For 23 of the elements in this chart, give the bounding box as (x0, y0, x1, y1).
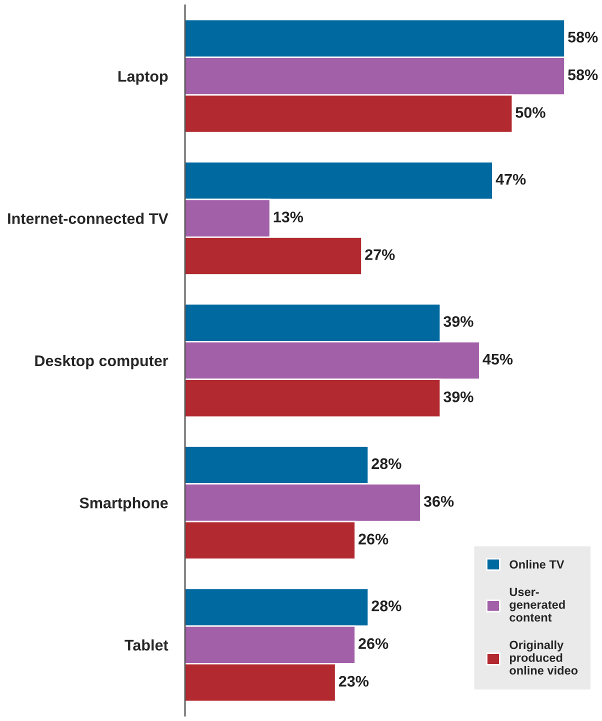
data-label: 27% (365, 249, 395, 260)
data-label: 13% (274, 212, 304, 222)
data-label: 58% (568, 32, 598, 43)
y-tick-label: Laptop (118, 71, 168, 85)
data-label: 45% (482, 354, 513, 365)
legend-label: Online TV (510, 560, 564, 569)
data-label: 58% (568, 69, 598, 80)
data-label: 47% (496, 174, 526, 185)
data-label: 28% (372, 600, 402, 612)
y-tick-label: Desktop computer (35, 354, 168, 370)
data-label: 36% (424, 496, 454, 507)
y-tick-label: Internet-connected TV (8, 212, 168, 224)
data-label: 26% (358, 638, 388, 649)
data-label: 39% (444, 391, 474, 402)
legend-label: User-generated content (510, 588, 565, 622)
data-label: 23% (338, 676, 369, 687)
data-label: 39% (444, 316, 474, 327)
y-tick-label: Tablet (124, 639, 168, 651)
data-label: 28% (372, 458, 402, 470)
data-label: 50% (516, 107, 546, 118)
data-label: 26% (358, 534, 388, 544)
y-tick-label: Smartphone (80, 497, 168, 512)
legend-label: Originally produced online video (510, 640, 578, 675)
